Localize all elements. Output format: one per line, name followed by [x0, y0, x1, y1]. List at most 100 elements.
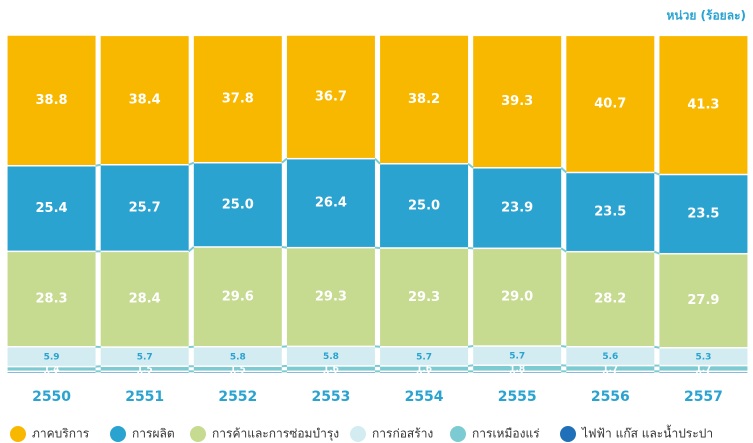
value-label: 0.2 — [137, 368, 153, 378]
value-label: 38.2 — [408, 92, 440, 107]
connector — [467, 345, 474, 348]
value-label: 1.5 — [137, 365, 153, 375]
bar-segment — [659, 366, 748, 371]
value-label: 37.8 — [222, 92, 254, 107]
value-label: 1.7 — [695, 364, 711, 374]
bar-segment — [566, 252, 655, 346]
value-label: 5.7 — [137, 353, 153, 363]
bar-segment — [380, 35, 469, 163]
value-label: 5.7 — [416, 352, 432, 362]
value-label: 39.3 — [501, 94, 533, 109]
x-tick-label: 2551 — [125, 389, 164, 405]
bar-segment — [286, 372, 375, 373]
bar-segment — [100, 372, 189, 373]
bar-segment — [659, 175, 748, 253]
connector — [560, 247, 567, 253]
value-label: 1.5 — [230, 365, 246, 375]
bar-segment — [473, 346, 562, 365]
legend-label: ไฟฟ้า แก๊ส และน้ำประปา — [581, 425, 713, 441]
connector — [374, 157, 381, 165]
bar-segment — [473, 366, 562, 371]
bar-segment — [473, 372, 562, 373]
bar-segment — [193, 372, 282, 373]
connector — [281, 157, 288, 164]
connector — [467, 364, 474, 367]
bar-segment — [380, 248, 469, 346]
value-label: 29.3 — [315, 290, 347, 305]
value-label: 29.0 — [501, 290, 533, 305]
value-label: 1.4 — [44, 365, 60, 375]
value-label: 23.5 — [687, 207, 719, 222]
value-label: 0.2 — [695, 368, 711, 378]
legend-label: การก่อสร้าง — [372, 427, 433, 441]
value-label: 26.4 — [315, 196, 347, 211]
value-label: 5.9 — [44, 353, 60, 363]
value-label: 0.2 — [230, 368, 246, 378]
value-label: 5.8 — [230, 352, 246, 362]
value-label: 0.2 — [416, 368, 432, 378]
value-label: 0.2 — [323, 368, 339, 378]
bar-segment — [286, 347, 375, 366]
value-label: 1.6 — [323, 365, 339, 375]
bar-segment — [286, 366, 375, 371]
value-label: 5.8 — [323, 352, 339, 362]
x-tick-label: 2557 — [684, 389, 723, 405]
value-label: 25.0 — [222, 197, 254, 212]
legend-swatch — [10, 426, 26, 442]
bar-segment — [380, 164, 469, 248]
value-label: 40.7 — [594, 96, 626, 111]
value-label: 38.8 — [36, 93, 68, 108]
x-tick-label: 2554 — [405, 389, 444, 405]
bar-segment — [7, 367, 96, 371]
bar-segment — [659, 36, 748, 174]
bar-segment — [473, 36, 562, 168]
value-label: 25.0 — [408, 198, 440, 213]
bar-segment — [193, 367, 282, 371]
bar-segment — [380, 366, 469, 371]
bar-segment — [659, 348, 748, 365]
bar-segment — [473, 168, 562, 248]
value-label: 29.3 — [408, 290, 440, 305]
value-label: 25.4 — [36, 201, 68, 216]
bar-segment — [193, 247, 282, 346]
x-tick-label: 2550 — [32, 389, 71, 405]
value-label: 36.7 — [315, 89, 347, 104]
legend-swatch — [450, 426, 466, 442]
legend-swatch — [350, 426, 366, 442]
bar-segment — [7, 252, 96, 346]
bar-segment — [566, 366, 655, 371]
bar-segment — [659, 372, 748, 373]
legend-label: การค้าและการซ่อมบำรุง — [212, 427, 339, 442]
value-label: 23.5 — [594, 205, 626, 220]
bar-segment — [659, 254, 748, 347]
bar-segment — [566, 372, 655, 373]
bar-segment — [7, 372, 96, 373]
x-tick-label: 2553 — [311, 389, 350, 405]
x-tick-label: 2555 — [498, 389, 537, 405]
bar-segment — [380, 347, 469, 366]
legend-swatch — [190, 426, 206, 442]
legend-swatch — [110, 426, 126, 442]
x-tick-label: 2552 — [218, 389, 257, 405]
bar-segment — [193, 347, 282, 366]
connector — [653, 171, 660, 176]
bar-segment — [566, 173, 655, 251]
legend-swatch — [560, 426, 576, 442]
value-label: 25.7 — [129, 201, 161, 216]
value-label: 0.2 — [509, 368, 525, 378]
value-label: 29.6 — [222, 289, 254, 304]
value-label: 1.6 — [416, 365, 432, 375]
legend-label: ภาคบริการ — [32, 427, 90, 441]
connector — [188, 246, 195, 253]
bar-segment — [7, 166, 96, 251]
bar-segment — [286, 248, 375, 346]
bar-segment — [193, 163, 282, 247]
bar-segment — [380, 372, 469, 373]
value-label: 1.8 — [509, 364, 525, 374]
value-label: 23.9 — [501, 201, 533, 216]
connector — [467, 162, 474, 169]
bar-segment — [566, 347, 655, 365]
legend-label: การผลิต — [132, 427, 175, 441]
connector — [560, 167, 567, 174]
